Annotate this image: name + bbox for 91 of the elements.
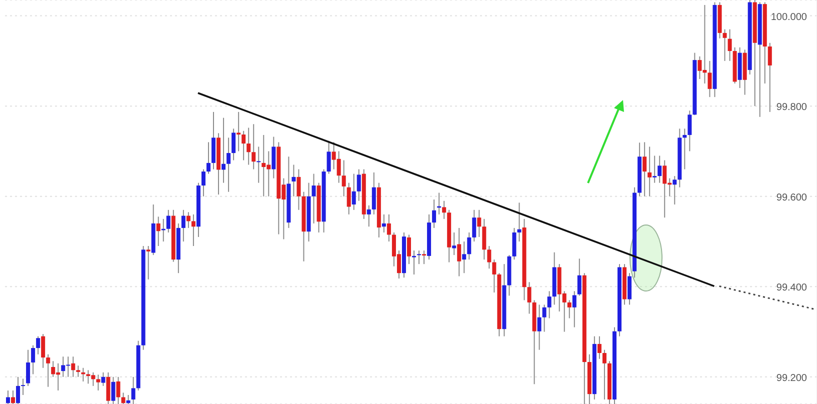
candlestick [487, 246, 492, 270]
candlestick [648, 146, 652, 197]
candlestick [6, 390, 10, 404]
candlestick [382, 214, 386, 233]
candlestick [417, 250, 422, 265]
candlestick [602, 349, 606, 400]
candlestick [206, 142, 210, 174]
candlestick [688, 110, 692, 152]
candlestick [642, 142, 647, 197]
candlestick [482, 218, 486, 260]
candlestick [46, 354, 50, 388]
candlestick [722, 28, 727, 62]
candlestick [16, 376, 20, 404]
candlestick [366, 204, 371, 228]
candlestick [296, 168, 301, 210]
candlestick [572, 290, 576, 328]
candlestick [512, 227, 516, 260]
candlestick [768, 42, 772, 112]
candlestick [11, 390, 16, 404]
candlestick [342, 160, 346, 197]
candlestick [577, 258, 582, 296]
candlestick [628, 272, 632, 306]
candlestick [111, 376, 116, 404]
candlestick [71, 356, 76, 378]
candlestick [326, 140, 331, 174]
candlestick [346, 182, 351, 215]
candlestick [542, 304, 546, 332]
candlestick [242, 130, 246, 161]
y-tick-label: 99.600 [776, 192, 808, 204]
candlestick [116, 376, 120, 404]
candlestick [292, 164, 296, 197]
candlestick [372, 172, 376, 215]
candlestick [31, 344, 36, 375]
candlestick [492, 259, 496, 294]
candlestick [272, 136, 276, 179]
candlestick [121, 392, 126, 404]
candlestick [537, 304, 542, 350]
candlestick [21, 378, 26, 396]
candlestick [131, 376, 136, 404]
candlestick [96, 374, 100, 391]
candlestick [517, 202, 522, 242]
candlestick [422, 250, 426, 265]
candlestick [236, 111, 241, 152]
candlestick [672, 176, 677, 205]
candlestick [26, 349, 30, 386]
y-tick-label: 100.000 [770, 12, 808, 23]
candlestick [682, 128, 687, 170]
candlestick [191, 214, 196, 247]
candlestick [126, 394, 130, 404]
candlestick [432, 199, 436, 228]
candlestick [472, 209, 476, 242]
candlestick [477, 209, 482, 238]
candlestick [101, 372, 106, 386]
candlestick [728, 28, 732, 62]
candlestick [356, 168, 361, 202]
candlestick [597, 336, 602, 360]
candlestick [658, 155, 662, 184]
candlestick [406, 234, 411, 265]
candlestick [246, 127, 251, 166]
candlestick [186, 212, 190, 228]
candlestick [181, 209, 186, 242]
candlestick [201, 168, 206, 197]
candlestick [76, 365, 80, 378]
candlestick [226, 137, 231, 192]
candlestick [36, 336, 40, 355]
candlestick [312, 173, 316, 224]
candlestick [41, 334, 46, 368]
candlestick [467, 232, 472, 260]
candlestick [256, 146, 261, 184]
candlestick [527, 282, 532, 314]
candlestick [412, 250, 416, 275]
candlestick [156, 216, 160, 247]
y-tick-label: 99.400 [776, 282, 808, 294]
candlestick [222, 117, 226, 184]
y-tick-label: 99.200 [776, 372, 808, 384]
candlestick [652, 155, 657, 184]
candlestick [146, 246, 150, 280]
candlestick [567, 300, 572, 319]
candlestick [452, 232, 456, 256]
candlestick [462, 240, 466, 274]
candlestick [252, 124, 256, 170]
y-tick-label: 99.800 [776, 102, 808, 114]
candlestick [386, 214, 391, 242]
candlestick [442, 200, 446, 220]
candlestick [232, 128, 236, 161]
candlestick [547, 290, 552, 319]
candlestick [708, 60, 712, 98]
candlestick [166, 209, 170, 233]
candlestick [106, 372, 110, 404]
candlestick [352, 173, 356, 210]
candlestick [457, 227, 462, 277]
